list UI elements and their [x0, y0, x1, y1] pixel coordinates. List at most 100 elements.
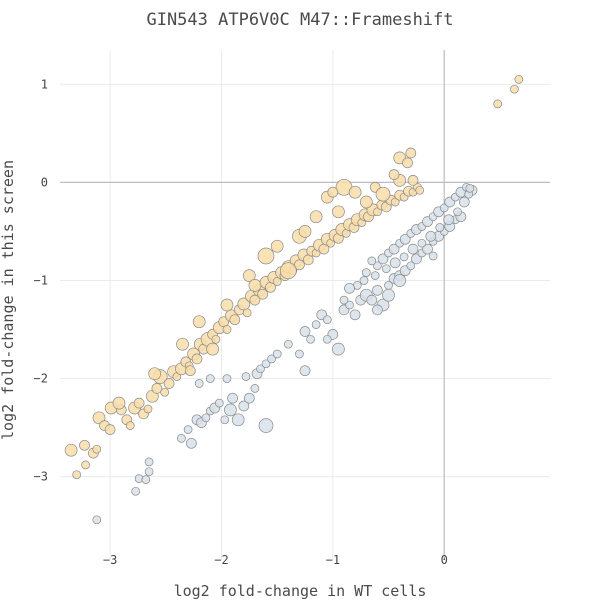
- point-below: [428, 251, 438, 261]
- point-below: [224, 403, 237, 417]
- point-below: [361, 268, 371, 277]
- point-above: [248, 279, 262, 292]
- point-below: [311, 320, 321, 329]
- chart-title: GIN543 ATP6V0C M47::Frameshift: [146, 10, 453, 30]
- point-above: [415, 185, 425, 195]
- point-above: [348, 185, 362, 199]
- point-below: [458, 196, 470, 208]
- point-below: [381, 264, 391, 274]
- point-below: [205, 374, 215, 383]
- x-tick-label: 0: [441, 553, 448, 567]
- point-above: [79, 439, 90, 451]
- point-below: [339, 295, 349, 305]
- point-below: [399, 233, 411, 245]
- point-below: [322, 334, 332, 344]
- point-below: [406, 261, 416, 271]
- point-below: [370, 271, 380, 280]
- point-above: [112, 396, 126, 410]
- point-above: [184, 365, 196, 377]
- y-tick-label: −1: [34, 273, 48, 287]
- point-above: [148, 367, 162, 381]
- point-below: [393, 274, 407, 287]
- point-below: [417, 238, 427, 248]
- point-above: [143, 404, 153, 414]
- point-below: [388, 243, 400, 255]
- point-below: [345, 300, 354, 310]
- point-above: [242, 308, 252, 318]
- point-below: [407, 243, 419, 255]
- point-above: [104, 424, 116, 435]
- point-below: [322, 315, 332, 325]
- point-above: [272, 277, 282, 286]
- data-points: [64, 75, 524, 525]
- point-below: [411, 253, 422, 265]
- point-above: [229, 314, 241, 326]
- point-below: [144, 457, 154, 467]
- x-axis-title: log2 fold-change in WT cells: [174, 582, 427, 600]
- point-above: [206, 342, 219, 356]
- point-below: [306, 334, 315, 344]
- point-below: [201, 413, 211, 423]
- y-tick-label: −2: [34, 372, 48, 386]
- point-below: [222, 374, 232, 383]
- y-axis-ticks: 1 0 −1 −2 −3: [34, 77, 48, 483]
- grid-lines: [60, 50, 550, 560]
- point-above: [510, 84, 519, 94]
- point-above: [332, 205, 345, 219]
- point-below: [194, 379, 204, 388]
- point-below: [332, 342, 345, 356]
- point-below: [373, 261, 382, 271]
- y-tick-label: −3: [34, 470, 48, 484]
- point-above: [222, 325, 232, 334]
- point-below: [258, 418, 274, 433]
- point-below: [283, 339, 293, 349]
- point-above: [405, 147, 417, 159]
- point-below: [359, 276, 369, 285]
- point-below: [231, 413, 245, 427]
- y-tick-label: 0: [41, 175, 48, 189]
- point-below: [267, 354, 276, 364]
- point-above: [92, 411, 106, 425]
- x-tick-label: −3: [103, 553, 117, 567]
- point-below: [131, 486, 141, 496]
- point-above: [125, 421, 135, 430]
- point-above: [359, 195, 373, 209]
- point-below: [177, 434, 186, 443]
- point-below: [389, 257, 401, 269]
- point-below: [238, 400, 250, 412]
- point-above: [309, 210, 323, 224]
- point-above: [220, 298, 234, 312]
- point-above: [163, 378, 175, 389]
- point-above: [257, 288, 269, 300]
- point-below: [272, 349, 282, 359]
- point-above: [407, 175, 419, 186]
- point-below: [256, 364, 265, 374]
- point-below: [295, 349, 304, 359]
- point-above: [64, 443, 78, 457]
- point-below: [227, 392, 238, 404]
- point-above: [402, 157, 413, 169]
- point-below: [372, 304, 383, 316]
- point-above: [493, 99, 503, 109]
- point-above: [192, 315, 206, 329]
- point-below: [422, 243, 433, 255]
- point-below: [299, 326, 311, 337]
- point-below: [183, 425, 193, 434]
- point-below: [377, 253, 389, 265]
- point-above: [133, 397, 145, 409]
- point-below: [141, 475, 151, 484]
- point-above: [191, 353, 203, 365]
- point-below: [261, 359, 271, 369]
- point-below: [425, 230, 437, 242]
- point-below: [382, 288, 395, 302]
- point-below: [372, 284, 383, 296]
- point-below: [366, 294, 378, 306]
- point-below: [443, 214, 455, 226]
- point-above: [388, 169, 400, 180]
- point-below: [186, 437, 197, 449]
- point-below: [250, 384, 260, 393]
- y-tick-label: 1: [41, 77, 48, 91]
- point-above: [176, 337, 189, 351]
